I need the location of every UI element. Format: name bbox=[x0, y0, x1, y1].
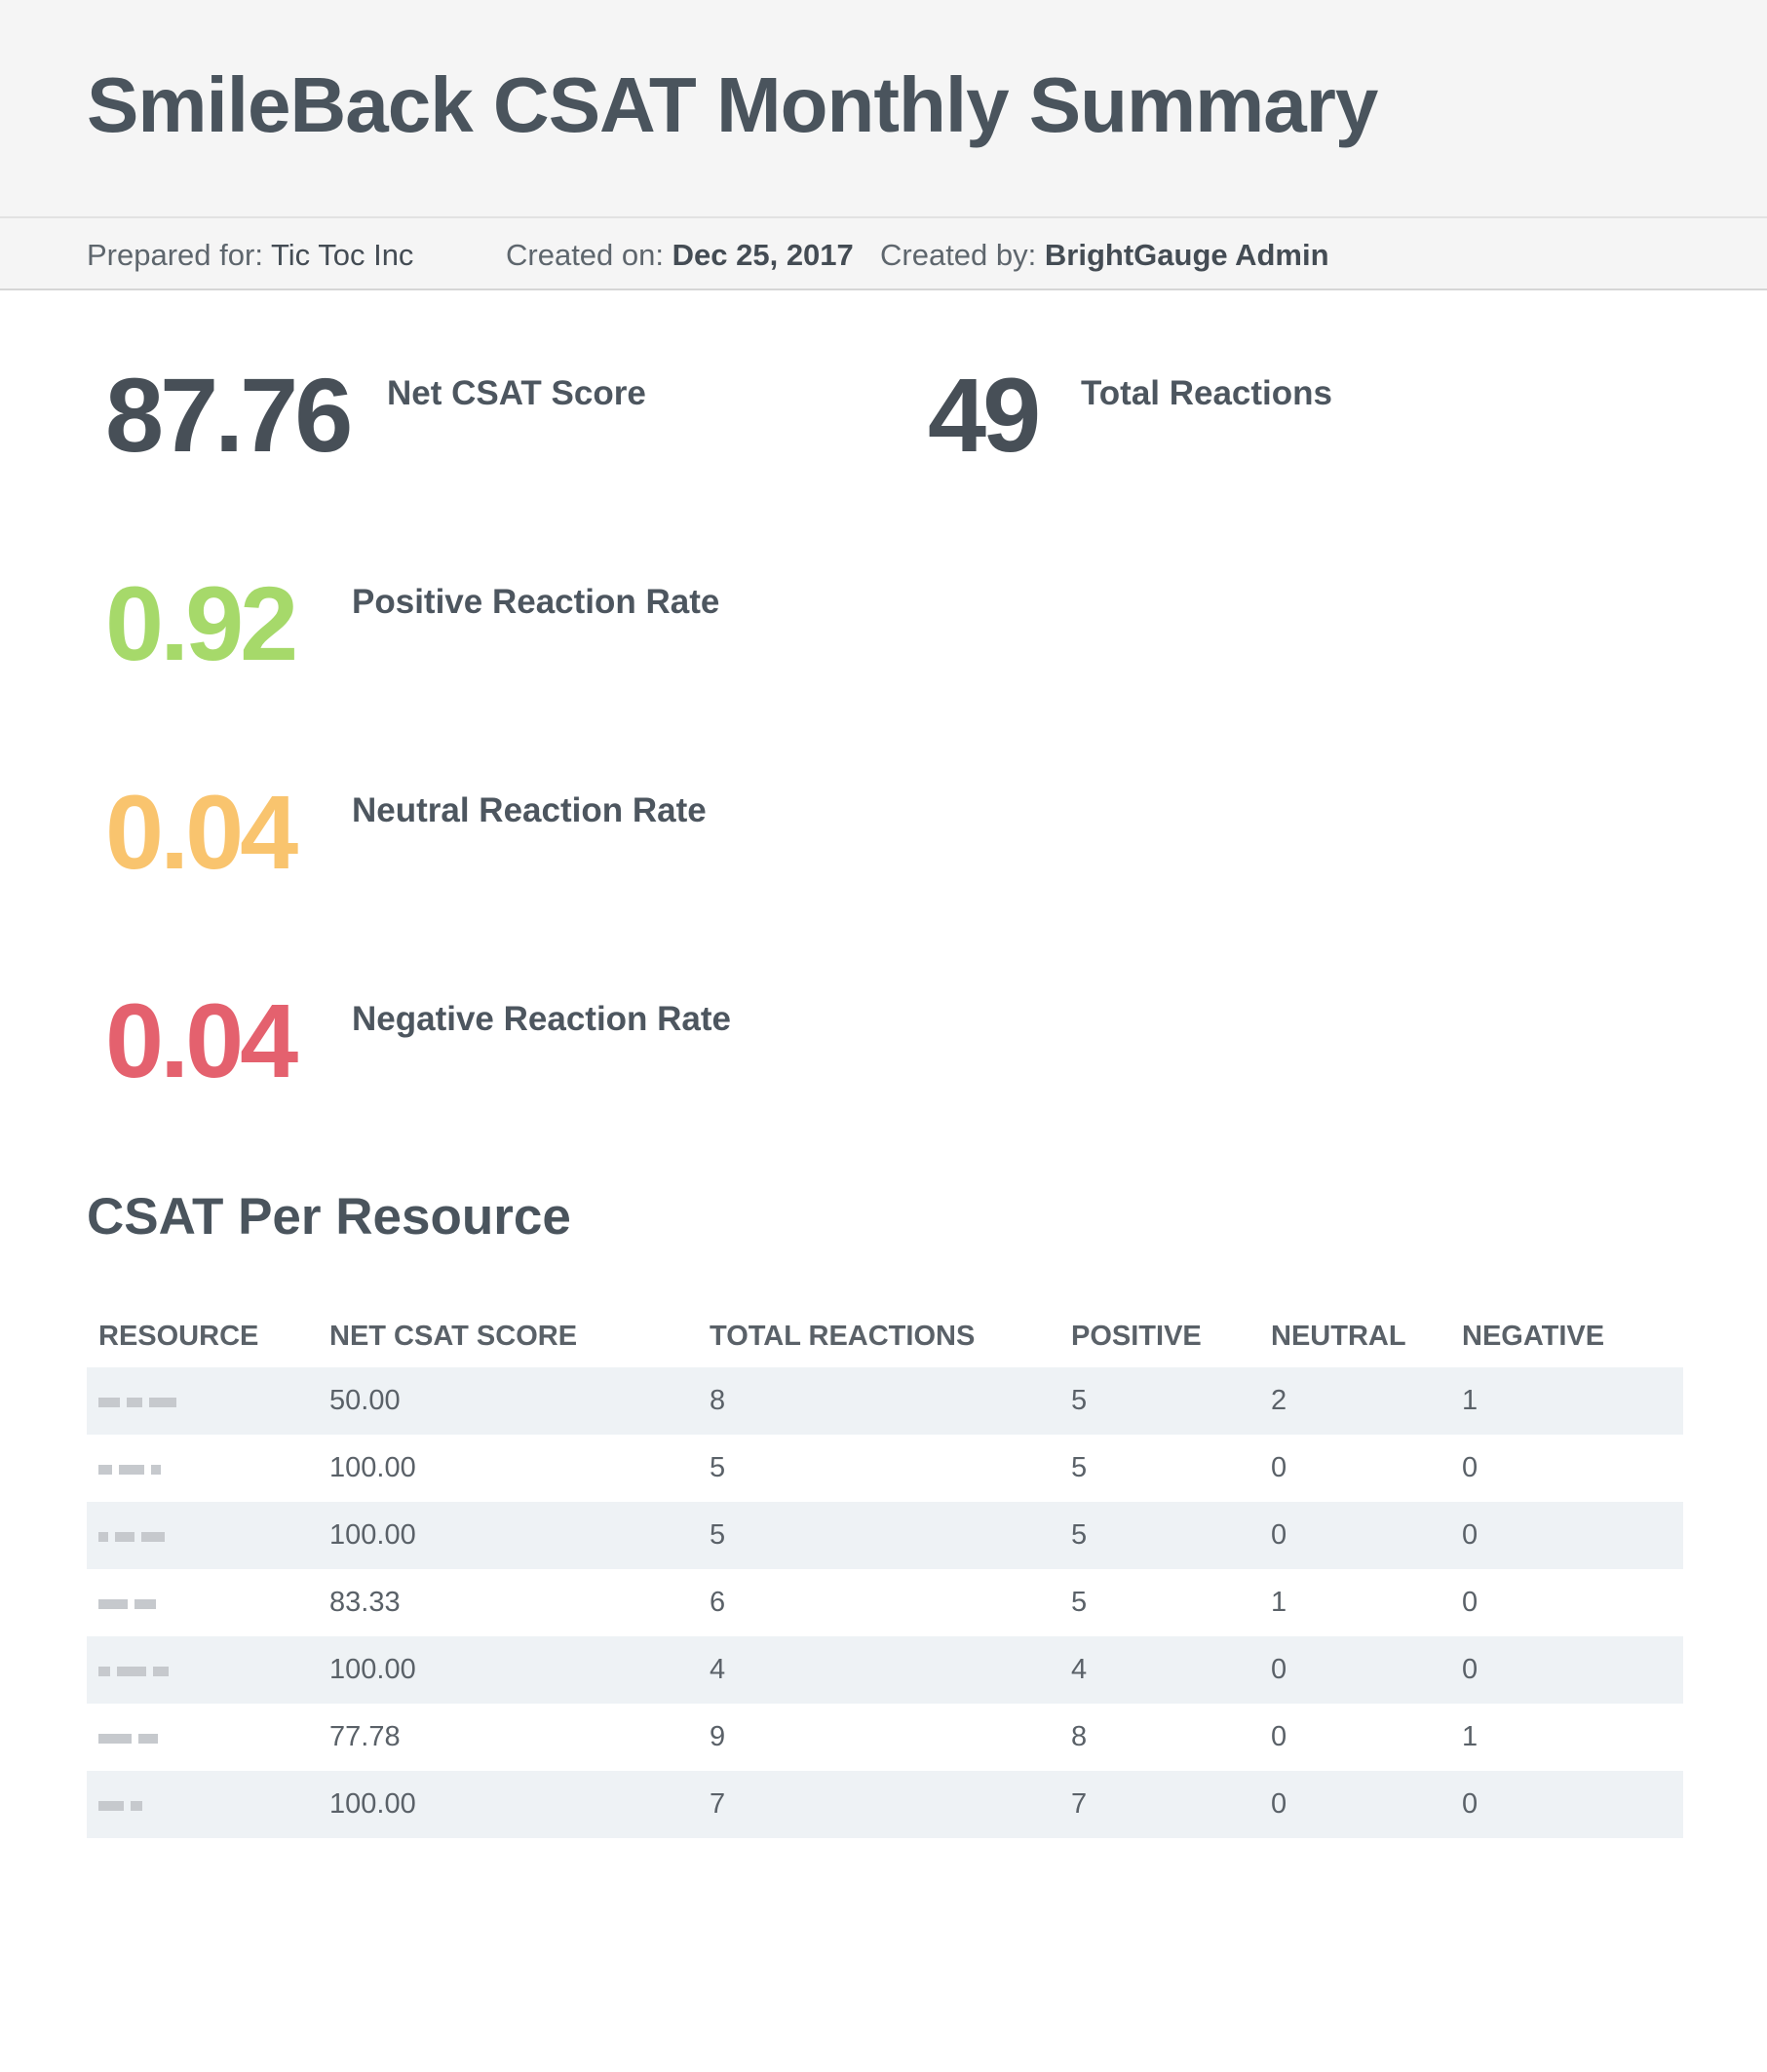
cell-resource bbox=[87, 1636, 318, 1704]
cell-neutral: 1 bbox=[1271, 1587, 1287, 1618]
report-header: SmileBack CSAT Monthly Summary bbox=[0, 0, 1767, 218]
cell-negative: 0 bbox=[1462, 1654, 1479, 1685]
table-row: 50.00 8 5 2 1 bbox=[87, 1367, 1683, 1435]
cell-resource bbox=[87, 1569, 318, 1636]
cell-total-reactions: 5 bbox=[710, 1452, 726, 1483]
cell-negative: 0 bbox=[1462, 1452, 1479, 1483]
prepared-for-label: Prepared for: bbox=[87, 238, 263, 272]
redacted-resource-name bbox=[98, 1721, 165, 1753]
table-row: 100.00 7 7 0 0 bbox=[87, 1771, 1683, 1838]
cell-net-csat-score: 100.00 bbox=[329, 1788, 416, 1820]
cell-net-csat-score: 100.00 bbox=[329, 1452, 416, 1483]
cell-total-reactions: 9 bbox=[710, 1721, 726, 1752]
total-reactions-value: 49 bbox=[928, 356, 1041, 474]
cell-positive: 8 bbox=[1071, 1721, 1088, 1752]
cell-total-reactions: 8 bbox=[710, 1385, 726, 1416]
cell-positive: 4 bbox=[1071, 1654, 1088, 1685]
created-on-label: Created on: bbox=[506, 238, 664, 272]
redacted-resource-name bbox=[98, 1385, 183, 1417]
report-meta-bar: Prepared for: Tic Toc Inc Created on: De… bbox=[0, 218, 1767, 290]
resource-table-body: 50.00 8 5 2 1 100.00 5 5 0 0 100.00 5 5 0 0 83.33 6 5 1 0 10… bbox=[87, 1367, 1683, 1838]
cell-neutral: 0 bbox=[1271, 1452, 1287, 1483]
table-row: 100.00 5 5 0 0 bbox=[87, 1502, 1683, 1569]
cell-net-csat-score: 100.00 bbox=[329, 1519, 416, 1551]
positive-rate-value: 0.92 bbox=[105, 564, 298, 682]
net-csat-score-label: Net CSAT Score bbox=[387, 374, 646, 412]
cell-neutral: 0 bbox=[1271, 1788, 1287, 1820]
table-row: 100.00 5 5 0 0 bbox=[87, 1435, 1683, 1502]
table-row: 100.00 4 4 0 0 bbox=[87, 1636, 1683, 1704]
created-on-value: Dec 25, 2017 bbox=[672, 238, 854, 272]
redacted-resource-name bbox=[98, 1654, 175, 1686]
table-row: 83.33 6 5 1 0 bbox=[87, 1569, 1683, 1636]
cell-negative: 1 bbox=[1462, 1385, 1479, 1416]
cell-negative: 0 bbox=[1462, 1519, 1479, 1551]
negative-rate-label: Negative Reaction Rate bbox=[352, 1000, 732, 1038]
positive-rate-label: Positive Reaction Rate bbox=[352, 583, 720, 621]
cell-positive: 5 bbox=[1071, 1385, 1088, 1416]
cell-resource bbox=[87, 1502, 318, 1569]
cell-negative: 0 bbox=[1462, 1788, 1479, 1820]
cell-neutral: 0 bbox=[1271, 1721, 1287, 1752]
cell-total-reactions: 7 bbox=[710, 1788, 726, 1820]
cell-neutral: 0 bbox=[1271, 1654, 1287, 1685]
redacted-resource-name bbox=[98, 1452, 168, 1484]
neutral-rate-value: 0.04 bbox=[105, 773, 298, 891]
cell-net-csat-score: 50.00 bbox=[329, 1385, 401, 1416]
cell-total-reactions: 4 bbox=[710, 1654, 726, 1685]
cell-neutral: 2 bbox=[1271, 1385, 1287, 1416]
redacted-resource-name bbox=[98, 1788, 149, 1821]
cell-neutral: 0 bbox=[1271, 1519, 1287, 1551]
cell-net-csat-score: 83.33 bbox=[329, 1587, 401, 1618]
cell-net-csat-score: 100.00 bbox=[329, 1654, 416, 1685]
created-by-label: Created by: bbox=[880, 238, 1037, 272]
cell-resource bbox=[87, 1435, 318, 1502]
prepared-for: Prepared for: Tic Toc Inc bbox=[87, 238, 413, 273]
report-title: SmileBack CSAT Monthly Summary bbox=[87, 61, 1378, 148]
column-header-neutral: NEUTRAL bbox=[1271, 1320, 1406, 1352]
cell-resource bbox=[87, 1367, 318, 1435]
created-by: Created by: BrightGauge Admin bbox=[880, 238, 1329, 273]
column-header-net-csat-score: NET CSAT SCORE bbox=[329, 1320, 578, 1352]
neutral-rate-label: Neutral Reaction Rate bbox=[352, 791, 707, 829]
resource-table: RESOURCE NET CSAT SCORE TOTAL REACTIONS … bbox=[87, 1305, 1683, 1838]
net-csat-score-value: 87.76 bbox=[105, 356, 353, 474]
cell-negative: 0 bbox=[1462, 1587, 1479, 1618]
cell-negative: 1 bbox=[1462, 1721, 1479, 1752]
redacted-resource-name bbox=[98, 1587, 163, 1619]
cell-positive: 5 bbox=[1071, 1587, 1088, 1618]
column-header-negative: NEGATIVE bbox=[1462, 1320, 1605, 1352]
column-header-resource: RESOURCE bbox=[98, 1320, 259, 1352]
cell-total-reactions: 6 bbox=[710, 1587, 726, 1618]
total-reactions-label: Total Reactions bbox=[1081, 374, 1333, 412]
created-on: Created on: Dec 25, 2017 bbox=[506, 238, 854, 273]
cell-positive: 7 bbox=[1071, 1788, 1088, 1820]
column-header-total-reactions: TOTAL REACTIONS bbox=[710, 1320, 976, 1352]
cell-positive: 5 bbox=[1071, 1452, 1088, 1483]
cell-resource bbox=[87, 1771, 318, 1838]
negative-rate-value: 0.04 bbox=[105, 981, 298, 1099]
prepared-for-value: Tic Toc Inc bbox=[271, 238, 414, 272]
redacted-resource-name bbox=[98, 1519, 172, 1552]
cell-positive: 5 bbox=[1071, 1519, 1088, 1551]
table-row: 77.78 9 8 0 1 bbox=[87, 1704, 1683, 1771]
cell-resource bbox=[87, 1704, 318, 1771]
csat-per-resource-title: CSAT Per Resource bbox=[87, 1188, 571, 1246]
cell-total-reactions: 5 bbox=[710, 1519, 726, 1551]
table-header-row: RESOURCE NET CSAT SCORE TOTAL REACTIONS … bbox=[87, 1305, 1683, 1367]
column-header-positive: POSITIVE bbox=[1071, 1320, 1202, 1352]
cell-net-csat-score: 77.78 bbox=[329, 1721, 401, 1752]
created-by-value: BrightGauge Admin bbox=[1044, 238, 1329, 272]
